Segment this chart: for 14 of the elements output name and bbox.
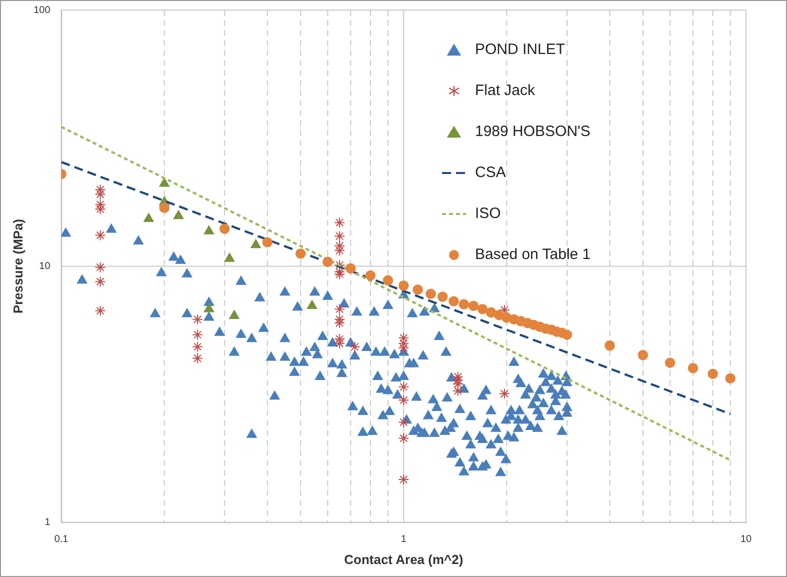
legend-label: Flat Jack — [475, 82, 536, 99]
y-tick-label: 100 — [34, 4, 51, 16]
legend-label: Based on Table 1 — [475, 246, 591, 263]
y-tick-label: 1 — [44, 517, 51, 528]
legend-label: ISO — [475, 205, 501, 222]
legend-label: POND INLET — [475, 41, 566, 58]
y-axis-title: Pressure (MPa) — [10, 218, 26, 314]
y-tick-label: 10 — [39, 260, 51, 272]
x-axis-title: Contact Area (m^2) — [344, 552, 464, 567]
x-tick-label: 1 — [400, 534, 407, 546]
legend-label: CSA — [475, 164, 506, 181]
x-tick-label: 0.1 — [54, 534, 69, 546]
legend-label: 1989 HOBSON'S — [475, 123, 590, 140]
x-tick-label: 10 — [740, 534, 752, 546]
